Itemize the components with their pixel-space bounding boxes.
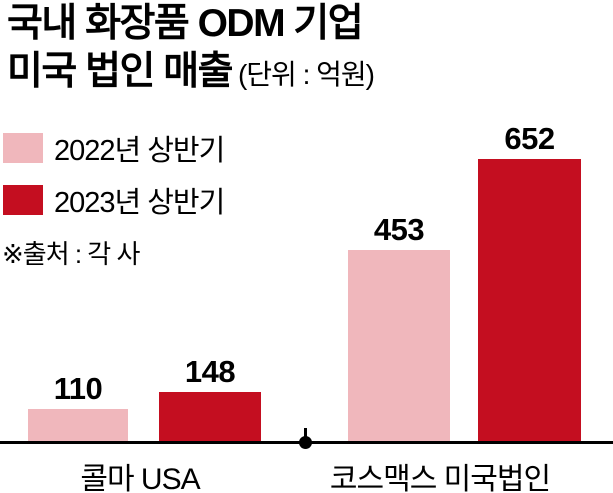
title-line1: 국내 화장품 ODM 기업 xyxy=(7,2,364,45)
bar-value-label: 453 xyxy=(373,212,425,247)
bar xyxy=(348,250,450,441)
source-note: ※출처 : 각 사 xyxy=(2,239,140,269)
category-label: 콜마 USA xyxy=(80,463,200,493)
figure-title: 국내 화장품 ODM 기업 미국 법인 매출 (단위 : 억원) xyxy=(7,0,375,99)
bar xyxy=(478,159,581,441)
legend-label-2022: 2022년 상반기 xyxy=(54,135,225,167)
bar-value-label: 148 xyxy=(184,354,236,389)
legend-label-2023: 2023년 상반기 xyxy=(54,187,225,219)
category-label: 코스맥스 미국법인 xyxy=(329,463,551,493)
bar xyxy=(159,392,261,441)
legend-swatch-2023 xyxy=(3,185,43,215)
axis-divider-dot xyxy=(299,436,312,449)
axis-divider-tick xyxy=(304,428,307,438)
legend-swatch-2022 xyxy=(3,133,43,163)
unit-note: (단위 : 억원) xyxy=(237,59,375,90)
legend-item-2023: 2023년 상반기 xyxy=(3,185,225,219)
title-line2: 미국 법인 매출 xyxy=(7,50,233,93)
bar-value-label: 110 xyxy=(53,371,103,406)
legend-item-2022: 2022년 상반기 xyxy=(3,133,225,167)
bar-value-label: 652 xyxy=(504,121,555,156)
bar xyxy=(28,409,128,441)
